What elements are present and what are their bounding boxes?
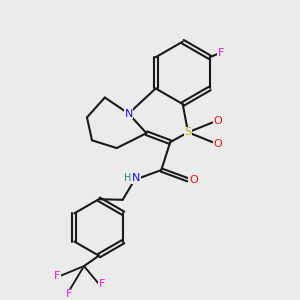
Text: O: O [213, 139, 222, 148]
Text: F: F [54, 271, 60, 281]
Text: F: F [66, 289, 72, 299]
Text: N: N [124, 109, 133, 118]
Text: O: O [189, 175, 198, 185]
Text: F: F [99, 279, 105, 289]
Text: N: N [132, 173, 140, 183]
Text: H: H [124, 173, 132, 183]
Text: O: O [213, 116, 222, 126]
Text: F: F [218, 48, 224, 58]
Text: S: S [184, 127, 192, 137]
Text: F: F [218, 48, 224, 58]
